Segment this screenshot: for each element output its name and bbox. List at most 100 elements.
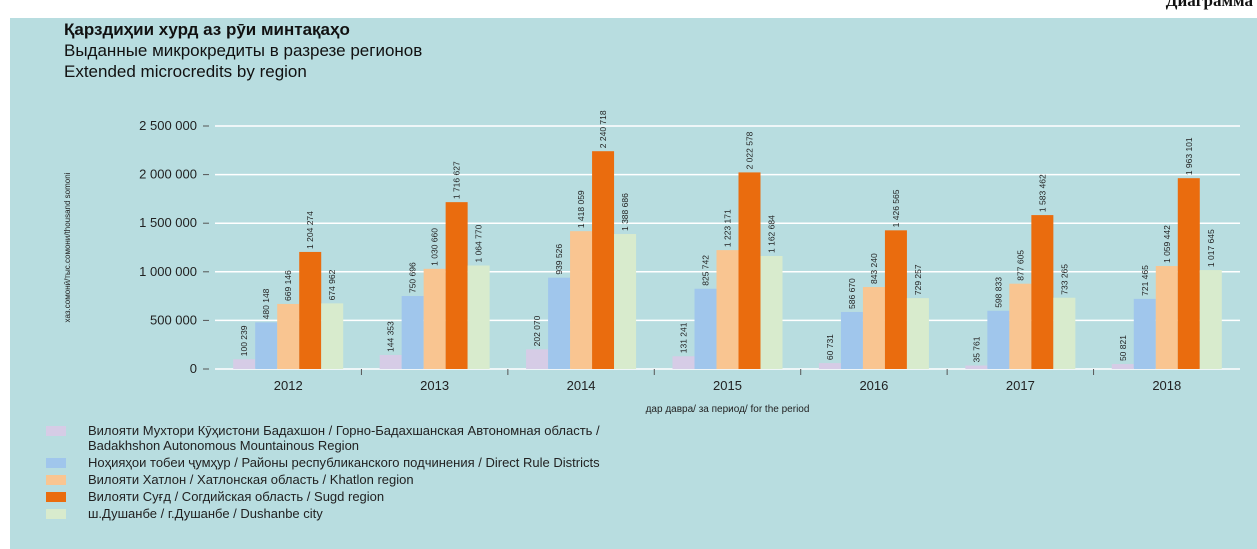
- value-label: 202 070: [532, 315, 542, 346]
- value-label: 2 022 578: [745, 131, 755, 169]
- value-label: 586 670: [847, 278, 857, 309]
- bar: [614, 234, 637, 369]
- value-label: 1 426 565: [891, 189, 901, 227]
- bar: [445, 202, 468, 369]
- value-label: 877 605: [1015, 250, 1025, 281]
- bar: [1133, 298, 1156, 369]
- x-tick-label: 2015: [713, 378, 742, 393]
- legend-swatch: [46, 492, 66, 502]
- value-label: 1 418 059: [576, 190, 586, 228]
- value-label: 144 353: [386, 321, 396, 352]
- legend-item: Вилояти Мухтори Кӯҳистони Бадахшон / Гор…: [46, 423, 600, 453]
- bar: [1111, 364, 1134, 369]
- bar: [862, 287, 885, 369]
- bar: [548, 277, 571, 369]
- value-label: 35 761: [971, 336, 981, 362]
- value-label: 480 148: [261, 288, 271, 319]
- value-label: 729 257: [913, 264, 923, 295]
- bar: [423, 268, 446, 369]
- value-label: 60 731: [825, 334, 835, 360]
- x-tick-label: 2017: [1006, 378, 1035, 393]
- value-label: 598 833: [993, 277, 1003, 308]
- bar: [526, 349, 549, 369]
- value-label: 1 716 627: [452, 161, 462, 199]
- bar: [1155, 266, 1178, 369]
- legend-swatch: [46, 458, 66, 468]
- value-label: 1 583 462: [1037, 174, 1047, 212]
- bar: [694, 288, 717, 369]
- x-axis-label: дар давра/ за период/ for the period: [646, 404, 810, 415]
- value-label: 733 265: [1059, 264, 1069, 295]
- chart-subtitle: Extended microcredits by region: [64, 62, 307, 81]
- bar: [592, 151, 615, 369]
- value-label: 100 239: [239, 325, 249, 356]
- bar: [467, 265, 490, 369]
- value-label: 843 240: [869, 253, 879, 284]
- bar: [255, 322, 278, 369]
- value-label: 1 017 645: [1206, 229, 1216, 267]
- x-tick-label: 2013: [420, 378, 449, 393]
- y-tick-label: 1 500 000: [139, 215, 197, 230]
- value-label: 721 465: [1140, 265, 1150, 296]
- value-label: 1 963 101: [1184, 137, 1194, 175]
- value-label: 939 526: [554, 244, 564, 275]
- bar: [840, 311, 863, 369]
- bar: [299, 251, 322, 369]
- legend-item: Ноҳияҳои тобеи ҷумҳур / Районы республик…: [46, 455, 600, 470]
- bar: [716, 250, 739, 369]
- value-label: 50 821: [1118, 335, 1128, 361]
- bar: [884, 230, 907, 369]
- bar: [1177, 178, 1200, 369]
- bar: [738, 172, 761, 369]
- bar: [1053, 297, 1076, 369]
- value-label: 1 064 770: [474, 224, 484, 262]
- bar: [1199, 270, 1222, 369]
- corner-text: Диаграмма: [1165, 0, 1253, 10]
- y-tick-label: 0: [190, 361, 197, 376]
- y-tick-label: 2 500 000: [139, 118, 197, 133]
- y-tick-label: 1 000 000: [139, 264, 197, 279]
- legend-swatch: [46, 509, 66, 519]
- bar: [379, 354, 402, 369]
- bar: [672, 356, 695, 369]
- legend-label: Вилояти Хатлон / Хатлонская область / Kh…: [88, 472, 414, 487]
- value-label: 1 059 442: [1162, 225, 1172, 263]
- x-tick-label: 2012: [274, 378, 303, 393]
- value-label: 1 162 684: [767, 215, 777, 253]
- bar: [1009, 283, 1032, 369]
- value-label: 2 240 718: [598, 110, 608, 148]
- value-label: 1 204 274: [305, 211, 315, 249]
- chart-title: Қарздиҳии хурд аз рӯи минтақаҳо: [64, 20, 350, 39]
- value-label: 669 146: [283, 270, 293, 301]
- x-tick-label: 2016: [859, 378, 888, 393]
- bar: [818, 363, 841, 369]
- bar: [906, 298, 929, 369]
- value-label: 750 696: [408, 262, 418, 293]
- bar: [321, 303, 344, 369]
- value-label: 131 241: [679, 322, 689, 353]
- legend-item: Вилояти Хатлон / Хатлонская область / Kh…: [46, 472, 600, 487]
- chart-subtitle: Выданные микрокредиты в разрезе регионов: [64, 41, 423, 60]
- legend-item: ш.Душанбе / г.Душанбе / Dushanbe city: [46, 506, 600, 521]
- value-label: 1 030 660: [430, 228, 440, 266]
- legend-swatch: [46, 475, 66, 485]
- bar: [570, 231, 593, 369]
- legend-swatch: [46, 426, 66, 436]
- bar: [1031, 215, 1054, 369]
- legend-label: ш.Душанбе / г.Душанбе / Dushanbe city: [88, 506, 323, 521]
- bar: [760, 255, 783, 369]
- bar: [965, 365, 988, 369]
- bar: [233, 359, 256, 369]
- bar: [401, 296, 424, 369]
- value-label: 1 223 171: [723, 209, 733, 247]
- legend-item: Вилояти Суғд / Согдийская область / Sugd…: [46, 489, 600, 504]
- bar: [277, 303, 300, 369]
- x-tick-label: 2018: [1152, 378, 1181, 393]
- legend-label: Вилояти Суғд / Согдийская область / Sugd…: [88, 489, 385, 504]
- value-label: 825 742: [701, 255, 711, 286]
- value-label: 1 388 686: [620, 193, 630, 231]
- bar: [987, 310, 1010, 369]
- value-label: 674 962: [327, 269, 337, 300]
